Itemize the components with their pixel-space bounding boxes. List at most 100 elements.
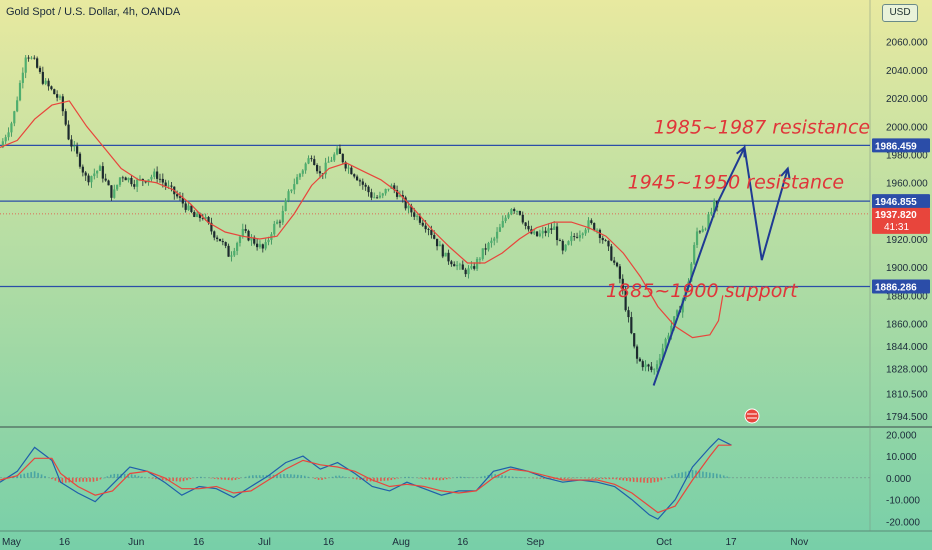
candle-body bbox=[210, 222, 213, 232]
oscillator-histogram-bar bbox=[137, 475, 140, 478]
oscillator-histogram-bar bbox=[463, 476, 465, 478]
currency-button[interactable]: USD bbox=[882, 4, 918, 22]
oscillator-histogram-bar bbox=[352, 477, 354, 479]
candle-body bbox=[501, 221, 504, 228]
price-tick-label: 2020.000 bbox=[886, 94, 928, 105]
candle-body bbox=[236, 243, 239, 251]
candle-body bbox=[253, 237, 256, 244]
oscillator-histogram-bar bbox=[667, 477, 670, 478]
candle-body bbox=[333, 154, 336, 161]
candle-body bbox=[167, 185, 170, 187]
oscillator-histogram-bar bbox=[113, 473, 116, 478]
oscillator-histogram-bar bbox=[262, 475, 264, 478]
oscillator-histogram-bar bbox=[106, 476, 109, 478]
candle-body bbox=[53, 89, 56, 95]
candle-body bbox=[184, 203, 187, 210]
oscillator-histogram-bar bbox=[442, 477, 445, 481]
oscillator-histogram-bar bbox=[449, 477, 451, 479]
candle-body bbox=[544, 230, 547, 234]
projection-arrow-head bbox=[736, 145, 746, 158]
us-flag-event-icon[interactable] bbox=[744, 408, 760, 424]
candle-body bbox=[178, 196, 182, 198]
time-tick-label: 16 bbox=[59, 537, 71, 548]
candle-body bbox=[567, 241, 570, 245]
oscillator-histogram-bar bbox=[594, 477, 597, 479]
oscillator-tick-label: 0.000 bbox=[886, 474, 911, 485]
oscillator-histogram-bar bbox=[615, 477, 618, 480]
candle-body bbox=[41, 71, 44, 84]
oscillator-histogram-bar bbox=[445, 477, 448, 480]
oscillator-histogram-bar bbox=[619, 477, 621, 480]
candle-body bbox=[455, 264, 459, 267]
candle-body bbox=[521, 214, 524, 223]
candle-body bbox=[484, 248, 487, 250]
oscillator-histogram-bar bbox=[231, 477, 233, 481]
oscillator-histogram-bar bbox=[387, 477, 389, 481]
candle-body bbox=[553, 226, 556, 230]
candle-body bbox=[461, 264, 464, 270]
candle-body bbox=[404, 197, 407, 209]
candle-body bbox=[21, 72, 24, 83]
candle-body bbox=[33, 57, 36, 59]
candle-body bbox=[704, 228, 707, 230]
oscillator-histogram-bar bbox=[501, 475, 503, 478]
candle-body bbox=[570, 236, 573, 242]
candle-body bbox=[601, 237, 604, 241]
candle-body bbox=[355, 176, 359, 181]
oscillator-histogram-bar bbox=[314, 477, 316, 479]
candle-body bbox=[364, 184, 367, 187]
candle-body bbox=[216, 237, 219, 239]
candle-body bbox=[575, 236, 579, 238]
oscillator-histogram-bar bbox=[456, 476, 458, 478]
candle-body bbox=[638, 358, 642, 362]
oscillator-histogram-bar bbox=[691, 470, 694, 478]
candle-body bbox=[353, 174, 356, 177]
oscillator-histogram-bar bbox=[151, 477, 154, 479]
candle-body bbox=[710, 211, 713, 215]
oscillator-histogram-bar bbox=[269, 475, 271, 478]
oscillator-histogram-bar bbox=[168, 477, 171, 481]
candle-body bbox=[350, 167, 353, 175]
oscillator-histogram-bar bbox=[189, 477, 192, 480]
candle-body bbox=[218, 238, 222, 242]
oscillator-histogram-bar bbox=[220, 477, 223, 480]
candle-body bbox=[315, 164, 319, 172]
candle-body bbox=[104, 178, 107, 181]
candle-body bbox=[395, 190, 399, 197]
time-tick-label: May bbox=[2, 537, 21, 548]
time-tick-label: Jun bbox=[128, 537, 144, 548]
oscillator-histogram-bar bbox=[99, 477, 102, 480]
oscillator-histogram-bar bbox=[380, 477, 382, 482]
oscillator-histogram-bar bbox=[23, 473, 26, 478]
oscillator-histogram-bar bbox=[612, 477, 614, 480]
candle-body bbox=[498, 227, 502, 232]
candle-body bbox=[61, 96, 64, 112]
candle-body bbox=[707, 214, 710, 229]
candle-body bbox=[4, 137, 7, 142]
price-tick-label: 2000.000 bbox=[886, 122, 928, 133]
candle-body bbox=[384, 188, 387, 194]
oscillator-histogram-bar bbox=[428, 477, 431, 480]
oscillator-histogram-bar bbox=[393, 477, 396, 480]
candle-body bbox=[233, 250, 236, 256]
price-tick-label: 1828.000 bbox=[886, 365, 928, 376]
candle-body bbox=[435, 238, 439, 247]
time-tick-label: Nov bbox=[790, 537, 808, 548]
candle-body bbox=[650, 366, 653, 370]
oscillator-histogram-bar bbox=[570, 477, 573, 479]
candle-body bbox=[470, 266, 473, 269]
oscillator-histogram-bar bbox=[286, 474, 289, 478]
time-tick-label: 16 bbox=[457, 537, 469, 548]
candle-body bbox=[393, 185, 396, 191]
candle-body bbox=[244, 229, 247, 231]
candle-body bbox=[561, 240, 564, 251]
candle-body bbox=[410, 205, 413, 213]
oscillator-histogram-bar bbox=[217, 477, 219, 480]
oscillator-histogram-bar bbox=[480, 476, 483, 478]
candle-body bbox=[161, 178, 164, 183]
candle-body bbox=[618, 266, 622, 279]
projection-arrow-head bbox=[780, 166, 791, 179]
oscillator-histogram-bar bbox=[660, 477, 663, 481]
oscillator-histogram-bar bbox=[504, 475, 507, 478]
